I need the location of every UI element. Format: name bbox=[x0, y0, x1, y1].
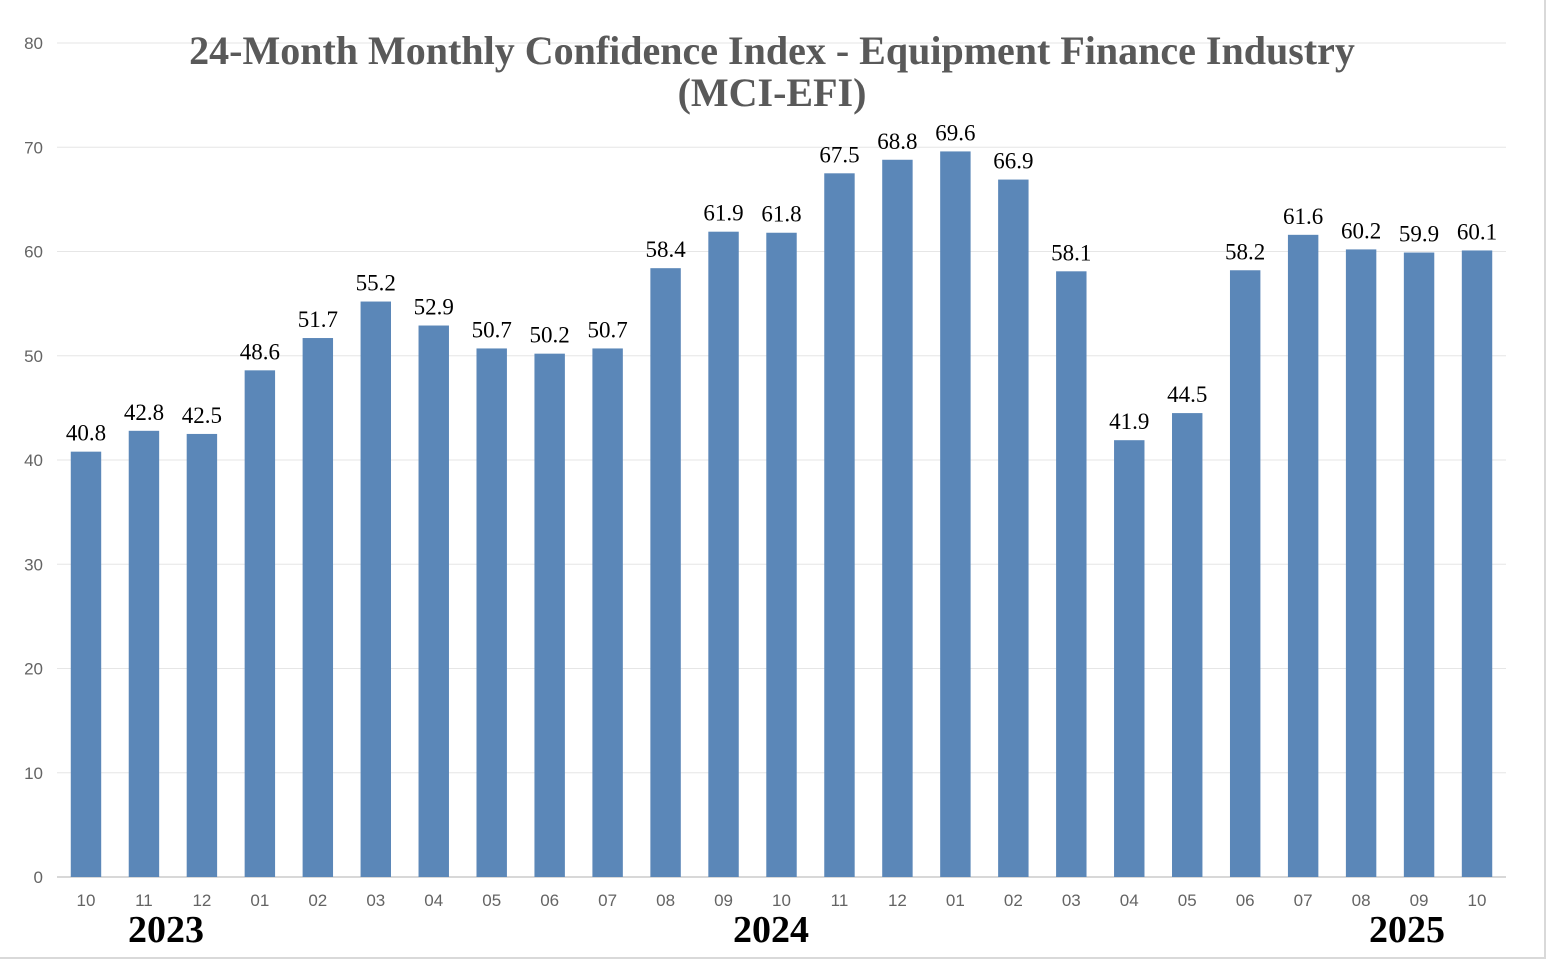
svg-text:40: 40 bbox=[24, 451, 43, 470]
svg-text:2023: 2023 bbox=[128, 909, 204, 951]
svg-text:40.8: 40.8 bbox=[66, 421, 106, 446]
svg-text:30: 30 bbox=[24, 555, 43, 574]
svg-text:10: 10 bbox=[1468, 891, 1487, 910]
svg-text:2024: 2024 bbox=[733, 909, 809, 951]
svg-text:04: 04 bbox=[424, 891, 443, 910]
svg-text:60.1: 60.1 bbox=[1457, 219, 1497, 244]
svg-text:03: 03 bbox=[1062, 891, 1081, 910]
svg-text:09: 09 bbox=[714, 891, 733, 910]
svg-text:42.8: 42.8 bbox=[124, 400, 164, 425]
svg-text:12: 12 bbox=[192, 891, 211, 910]
svg-text:12: 12 bbox=[888, 891, 907, 910]
svg-text:59.9: 59.9 bbox=[1399, 222, 1439, 247]
svg-text:10: 10 bbox=[772, 891, 791, 910]
svg-text:60: 60 bbox=[24, 243, 43, 262]
svg-text:05: 05 bbox=[1178, 891, 1197, 910]
svg-text:01: 01 bbox=[946, 891, 965, 910]
svg-text:58.2: 58.2 bbox=[1225, 239, 1265, 264]
svg-text:55.2: 55.2 bbox=[356, 271, 396, 296]
svg-text:06: 06 bbox=[540, 891, 559, 910]
svg-text:50.7: 50.7 bbox=[587, 317, 627, 342]
svg-text:05: 05 bbox=[482, 891, 501, 910]
svg-text:02: 02 bbox=[308, 891, 327, 910]
svg-text:20: 20 bbox=[24, 660, 43, 679]
svg-text:69.6: 69.6 bbox=[935, 120, 975, 145]
svg-text:08: 08 bbox=[1352, 891, 1371, 910]
svg-text:02: 02 bbox=[1004, 891, 1023, 910]
svg-text:09: 09 bbox=[1410, 891, 1429, 910]
svg-text:07: 07 bbox=[1294, 891, 1313, 910]
svg-text:08: 08 bbox=[656, 891, 675, 910]
svg-text:58.4: 58.4 bbox=[645, 237, 686, 262]
svg-text:07: 07 bbox=[598, 891, 617, 910]
svg-text:50.2: 50.2 bbox=[530, 323, 570, 348]
svg-text:04: 04 bbox=[1120, 891, 1139, 910]
svg-text:41.9: 41.9 bbox=[1109, 409, 1149, 434]
svg-text:44.5: 44.5 bbox=[1167, 382, 1207, 407]
svg-text:06: 06 bbox=[1236, 891, 1255, 910]
svg-text:61.6: 61.6 bbox=[1283, 204, 1323, 229]
svg-text:70: 70 bbox=[24, 138, 43, 157]
svg-text:11: 11 bbox=[135, 891, 153, 910]
svg-text:66.9: 66.9 bbox=[993, 149, 1033, 174]
svg-text:50.7: 50.7 bbox=[472, 317, 512, 342]
svg-text:60.2: 60.2 bbox=[1341, 218, 1381, 243]
svg-text:52.9: 52.9 bbox=[414, 295, 454, 320]
svg-text:42.5: 42.5 bbox=[182, 403, 222, 428]
svg-text:51.7: 51.7 bbox=[298, 307, 338, 332]
svg-text:0: 0 bbox=[34, 868, 43, 887]
svg-text:2025: 2025 bbox=[1369, 909, 1445, 951]
svg-text:10: 10 bbox=[24, 764, 43, 783]
svg-text:50: 50 bbox=[24, 347, 43, 366]
svg-text:11: 11 bbox=[831, 891, 849, 910]
svg-text:03: 03 bbox=[366, 891, 385, 910]
svg-text:10: 10 bbox=[77, 891, 96, 910]
svg-text:58.1: 58.1 bbox=[1051, 240, 1091, 265]
svg-text:68.8: 68.8 bbox=[877, 129, 917, 154]
svg-text:48.6: 48.6 bbox=[240, 339, 280, 364]
svg-text:01: 01 bbox=[250, 891, 269, 910]
svg-text:61.8: 61.8 bbox=[761, 202, 801, 227]
svg-text:61.9: 61.9 bbox=[703, 201, 743, 226]
svg-text:67.5: 67.5 bbox=[819, 142, 859, 167]
